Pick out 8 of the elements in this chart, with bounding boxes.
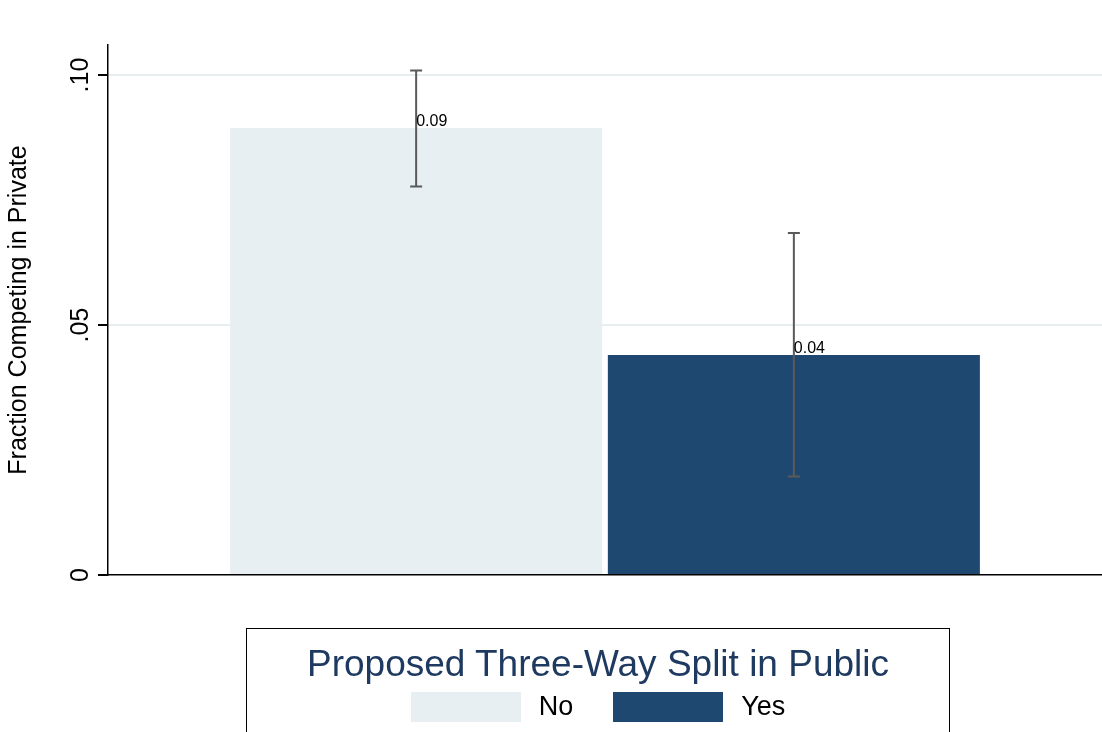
y-tick-label: .05 [65,307,94,343]
y-tick-label: .10 [65,57,94,93]
legend-title: Proposed Three-Way Split in Public [306,643,890,685]
data-label: 0.09 [416,112,448,130]
y-tick-label: 0 [65,568,94,582]
legend-label: No [538,691,574,722]
y-axis-title: Fraction Competing in Private [2,145,31,475]
legend-label: Yes [741,691,786,722]
